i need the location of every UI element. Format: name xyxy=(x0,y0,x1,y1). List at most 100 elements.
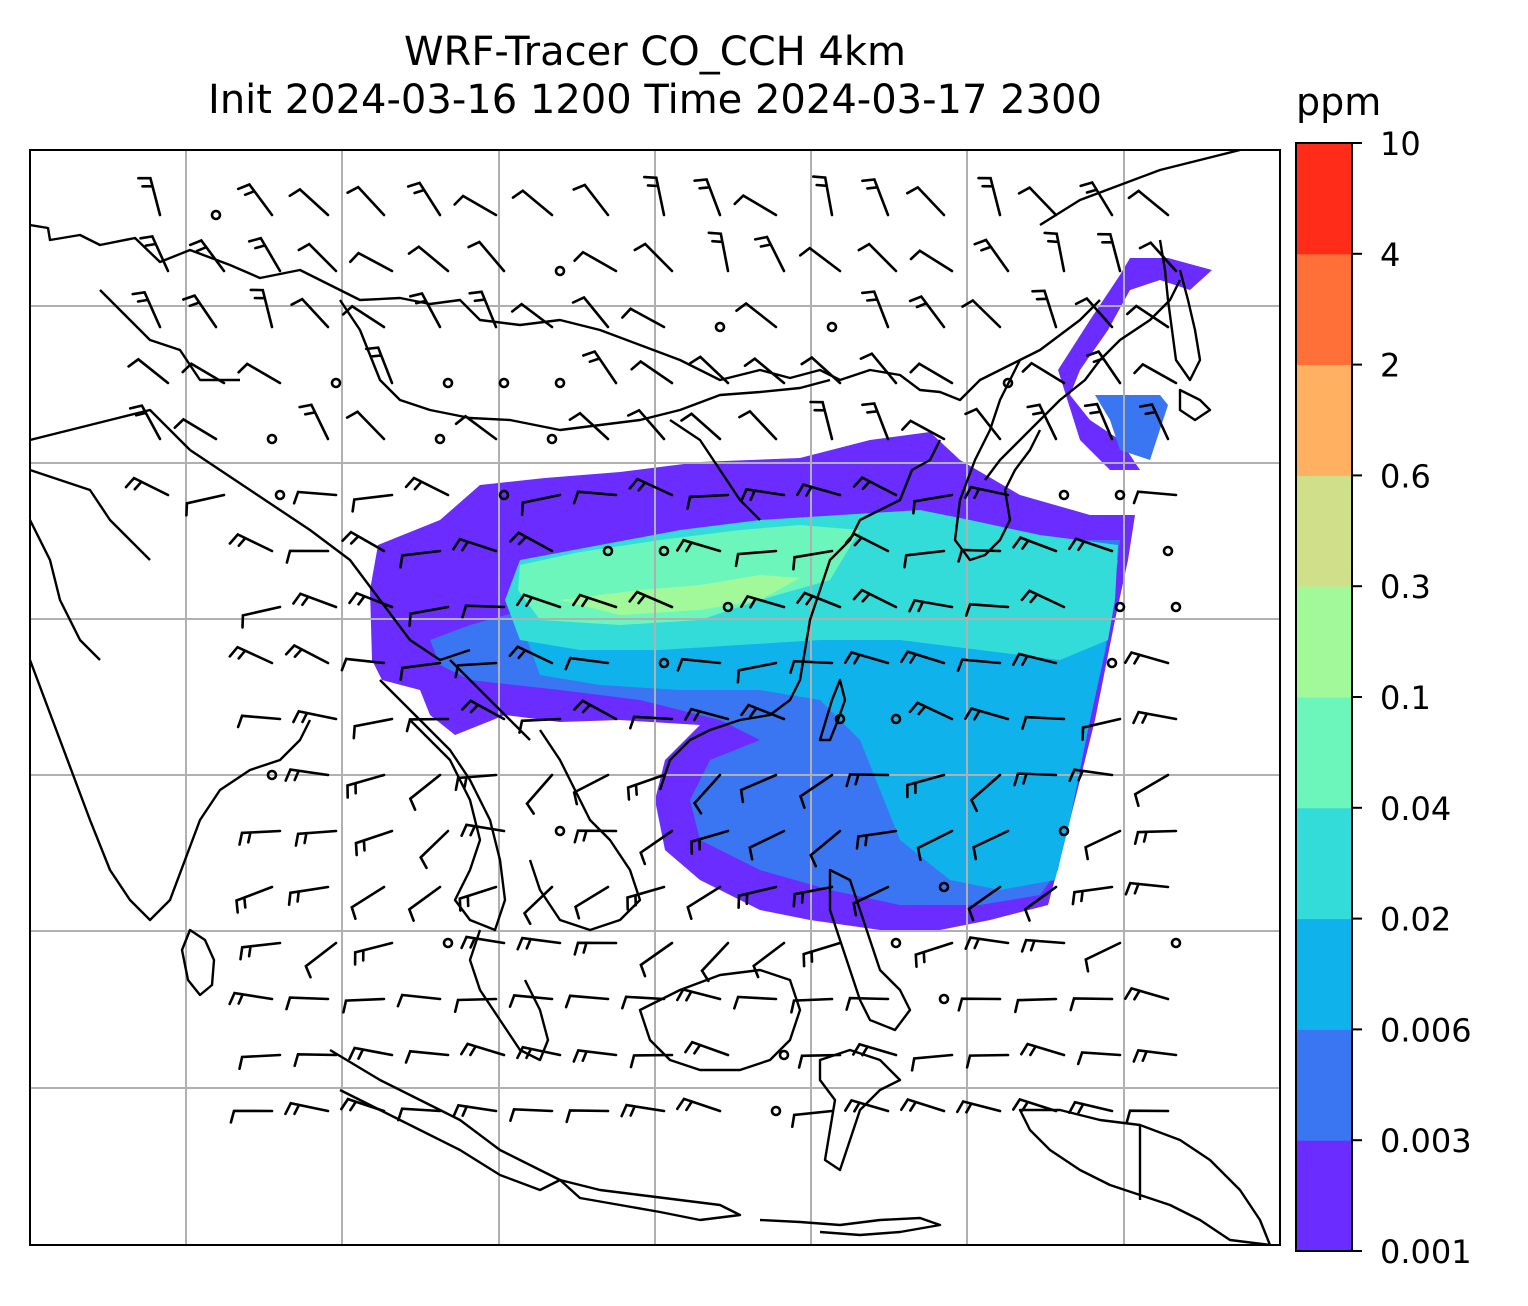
wind-barb xyxy=(792,885,834,908)
coastline-japan xyxy=(984,279,1182,481)
wind-barb xyxy=(508,994,554,1008)
colorbar-tick-label: 0.6 xyxy=(1380,457,1431,495)
wind-barb xyxy=(1043,231,1066,273)
map-title: WRF-Tracer CO_CCH 4km Init 2024-03-16 12… xyxy=(30,28,1280,124)
wind-barb xyxy=(800,355,842,385)
wind-barb xyxy=(452,1103,498,1118)
wind-barb xyxy=(735,301,778,329)
coastline-newguinea xyxy=(1018,1108,1272,1245)
wind-barb xyxy=(809,829,842,868)
coastline-vietnam xyxy=(528,729,642,932)
wind-barb xyxy=(676,657,722,672)
wind-barb xyxy=(852,1042,898,1057)
wind-barb xyxy=(956,658,1002,673)
wind-barb xyxy=(1124,650,1170,665)
wind-barb xyxy=(1023,885,1058,922)
colorbar-tick-label: 0.006 xyxy=(1380,1011,1472,1049)
wind-barb xyxy=(340,1097,386,1113)
wind-barb xyxy=(965,1053,1010,1069)
wind-barb xyxy=(407,885,442,922)
wind-barb xyxy=(568,411,610,441)
wind-barb xyxy=(956,1099,1002,1114)
calm-wind-marker xyxy=(938,993,950,1005)
wind-barb xyxy=(1026,403,1058,441)
calm-wind-marker xyxy=(1058,825,1070,837)
wind-barb xyxy=(573,885,610,920)
wind-barb xyxy=(1097,232,1122,273)
wind-barb xyxy=(460,935,506,950)
wind-barb xyxy=(516,936,562,951)
wind-barb xyxy=(564,994,610,1009)
calm-wind-marker xyxy=(434,433,446,445)
calm-wind-marker xyxy=(602,545,614,557)
wind-barb xyxy=(900,650,946,665)
wind-barb xyxy=(572,593,618,609)
wind-barb xyxy=(908,598,954,613)
wind-barb xyxy=(404,1049,450,1064)
wind-barb xyxy=(630,359,674,385)
wind-barb xyxy=(408,605,450,627)
wind-barb xyxy=(571,295,610,329)
wind-barb xyxy=(397,1107,442,1122)
wind-barb xyxy=(969,773,1002,813)
wind-barb xyxy=(909,362,954,385)
wind-barb xyxy=(680,412,722,441)
wind-barb xyxy=(352,717,394,740)
wind-barb xyxy=(573,829,618,844)
wind-barb xyxy=(627,408,666,441)
wind-barb xyxy=(453,194,498,217)
wind-barb xyxy=(565,1109,610,1124)
coastline-indochina xyxy=(379,679,507,932)
wind-barb xyxy=(292,709,338,724)
wind-barb xyxy=(901,419,946,441)
coastline-mongolia xyxy=(339,299,831,432)
wind-barb xyxy=(738,409,778,441)
wind-barb xyxy=(845,996,890,1011)
wind-barb xyxy=(340,657,386,672)
wind-barb xyxy=(419,829,450,870)
wind-barb xyxy=(468,290,498,329)
wind-barb xyxy=(348,1046,394,1061)
wind-barb xyxy=(802,941,842,968)
wind-barb xyxy=(905,773,946,799)
wind-barb xyxy=(124,476,170,497)
wind-barb xyxy=(1124,986,1170,1001)
coastline-philippines xyxy=(828,868,912,1032)
wind-barb xyxy=(692,773,722,815)
wind-barb xyxy=(1068,537,1114,553)
wind-barb xyxy=(676,987,722,1002)
calm-wind-marker xyxy=(554,265,566,277)
wind-barb xyxy=(977,176,1002,217)
colorbar-tick-label: 0.02 xyxy=(1380,901,1451,939)
title-line-1: WRF-Tracer CO_CCH 4km xyxy=(403,29,907,75)
wind-barb xyxy=(467,240,506,273)
border-kazakh xyxy=(30,408,191,451)
wind-barb xyxy=(734,549,778,568)
colorbar-segment xyxy=(1296,1140,1352,1252)
wind-barb xyxy=(290,297,330,329)
wind-barb xyxy=(626,885,666,911)
wind-barb xyxy=(1138,403,1170,441)
wind-barb xyxy=(967,885,1002,922)
wind-barb xyxy=(131,290,162,329)
wind-barb xyxy=(1014,997,1058,1014)
wind-barb xyxy=(353,941,394,966)
wind-barb xyxy=(408,773,442,811)
wind-barb xyxy=(639,941,674,978)
wind-barb xyxy=(798,773,834,809)
wind-barb xyxy=(1084,829,1122,861)
calm-wind-marker xyxy=(1162,545,1174,557)
wind-barb xyxy=(1020,589,1066,609)
wind-barb xyxy=(908,701,954,721)
wind-barb xyxy=(396,993,442,1008)
wind-barb xyxy=(508,645,554,665)
calm-wind-marker xyxy=(266,433,278,445)
wind-barb xyxy=(341,304,386,329)
wind-barb xyxy=(643,175,666,217)
wind-barb xyxy=(796,591,842,609)
wind-barb xyxy=(684,1040,730,1057)
calm-wind-marker xyxy=(658,545,670,557)
wind-barb xyxy=(1138,241,1178,273)
wind-barb xyxy=(285,996,330,1011)
calm-wind-marker xyxy=(722,601,734,613)
